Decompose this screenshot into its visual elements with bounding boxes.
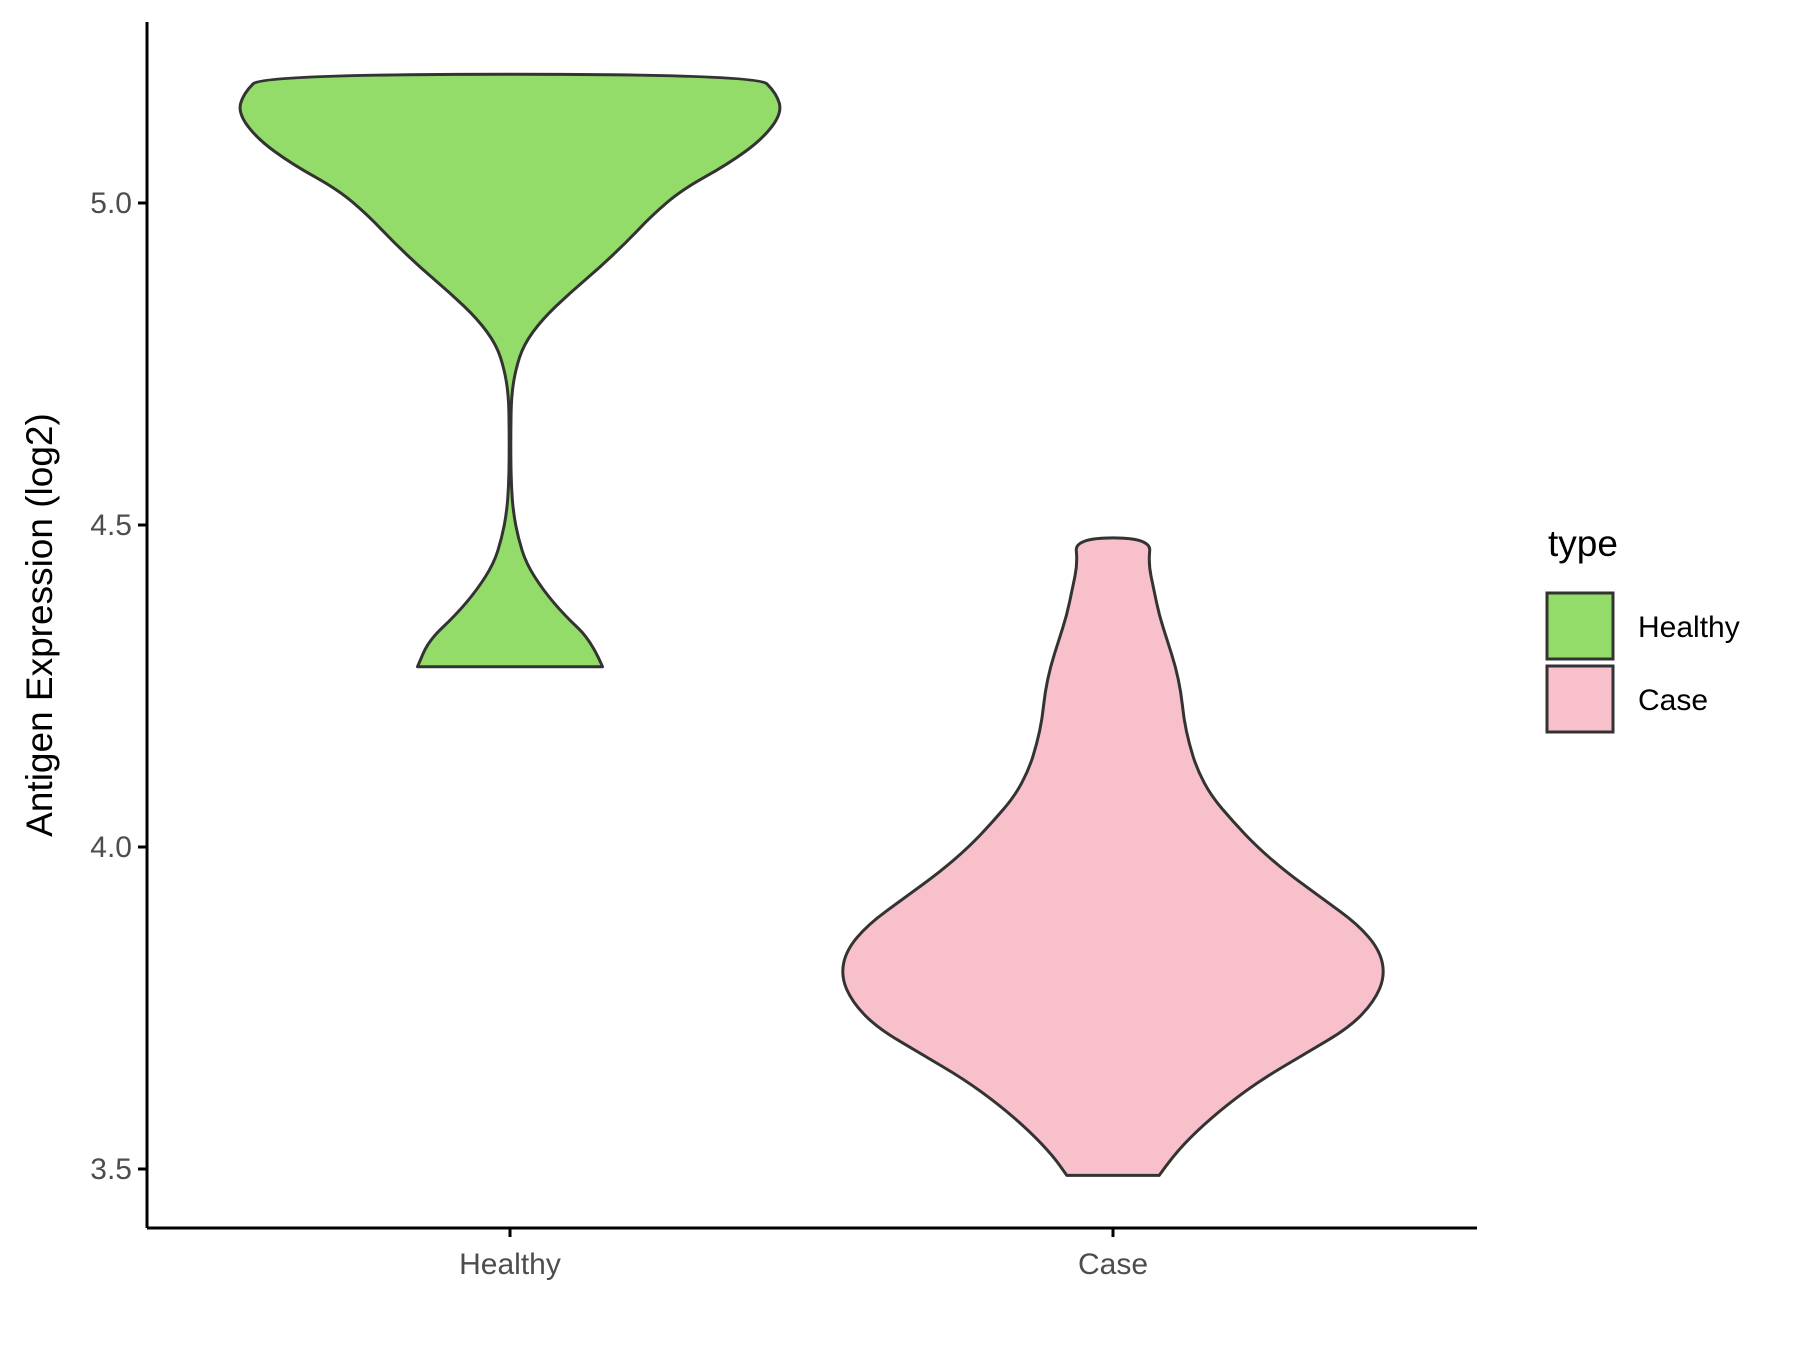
legend-label-healthy: Healthy [1638,611,1740,644]
y-ticks: 3.5 4.0 4.5 5.0 [90,187,147,1186]
violins-layer [238,72,1385,1177]
legend-title: type [1548,523,1618,564]
x-tick-label: Healthy [459,1248,561,1281]
legend-swatch-healthy [1545,591,1615,661]
y-tick-label: 3.5 [90,1153,132,1186]
y-tick-label: 4.5 [90,509,132,542]
x-tick-label: Case [1078,1248,1148,1281]
violin-healthy [238,72,782,669]
violin-case [841,536,1385,1177]
y-tick-label: 5.0 [90,187,132,220]
legend-swatch-case [1545,664,1615,734]
x-ticks: Healthy Case [459,1228,1148,1281]
legend-label-case: Case [1638,684,1708,717]
legend-items: Healthy Case [1545,591,1740,734]
y-axis-title: Antigen Expression (log2) [19,413,60,837]
legend: type Healthy Case [1545,523,1740,734]
y-tick-label: 4.0 [90,831,132,864]
